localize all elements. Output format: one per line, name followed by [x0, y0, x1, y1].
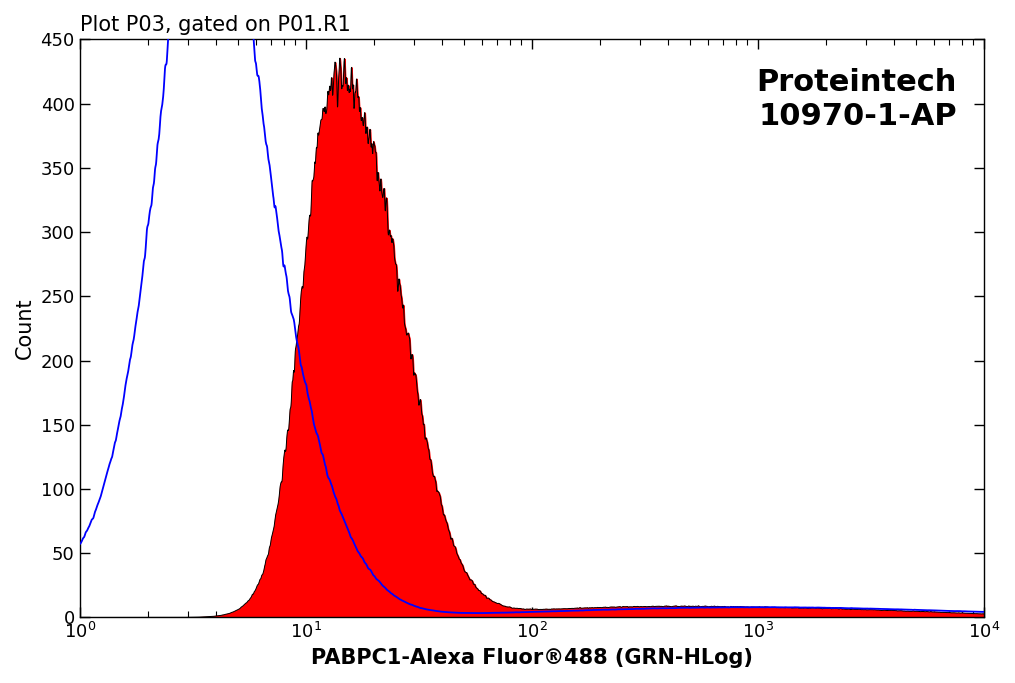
X-axis label: PABPC1-Alexa Fluor®488 (GRN-HLog): PABPC1-Alexa Fluor®488 (GRN-HLog): [311, 648, 753, 668]
Y-axis label: Count: Count: [15, 298, 35, 359]
Text: Plot P03, gated on P01.R1: Plot P03, gated on P01.R1: [79, 15, 350, 35]
Text: Proteintech
10970-1-AP: Proteintech 10970-1-AP: [756, 68, 957, 131]
